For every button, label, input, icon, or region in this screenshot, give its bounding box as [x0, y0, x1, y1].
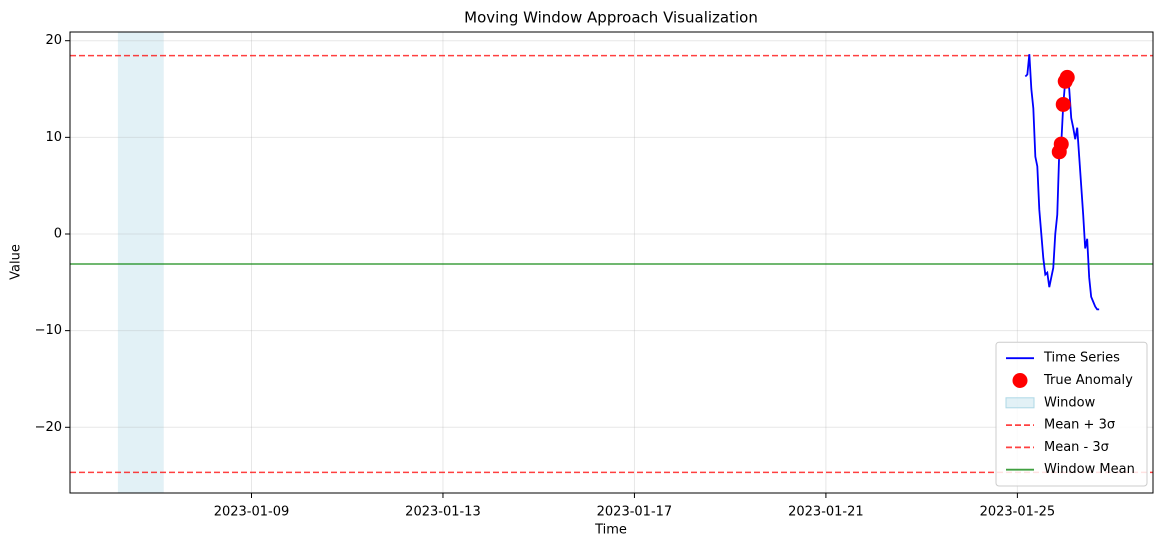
legend-label: Time Series [1043, 351, 1120, 366]
legend-marker [1005, 397, 1035, 409]
legend-label: Mean + 3σ [1044, 418, 1115, 433]
legend-label: True Anomaly [1043, 373, 1133, 388]
y-tick-label: 20 [45, 33, 62, 48]
legend-marker [1012, 373, 1028, 388]
anomaly-point [1055, 96, 1071, 112]
legend: Time Series True Anomaly Window Mean + 3σ Me… [995, 341, 1148, 487]
x-tick-label: 2023-01-25 [980, 505, 1056, 520]
y-tick-label: 0 [54, 226, 62, 241]
x-tick-label: 2023-01-09 [214, 505, 290, 520]
y-tick-label: −10 [35, 323, 62, 338]
legend-box [995, 341, 1148, 487]
y-axis-label: Value [9, 244, 24, 280]
y-tick-label: 10 [45, 130, 62, 145]
plot-frame [69, 31, 1154, 494]
y-tick-label: −20 [35, 420, 62, 435]
legend-label: Mean - 3σ [1044, 440, 1109, 455]
anomaly-point [1059, 69, 1075, 85]
x-tick-label: 2023-01-17 [597, 505, 673, 520]
x-tick-label: 2023-01-21 [788, 505, 864, 520]
x-axis-label: Time [594, 523, 627, 538]
legend-label: Window [1044, 395, 1096, 410]
window-span [117, 32, 164, 493]
anomaly-point [1053, 136, 1069, 152]
x-tick-label: 2023-01-13 [405, 505, 481, 520]
series-line [1024, 54, 1100, 311]
legend-label: Window Mean [1044, 462, 1135, 477]
chart-title: Moving Window Approach Visualization [464, 9, 758, 27]
